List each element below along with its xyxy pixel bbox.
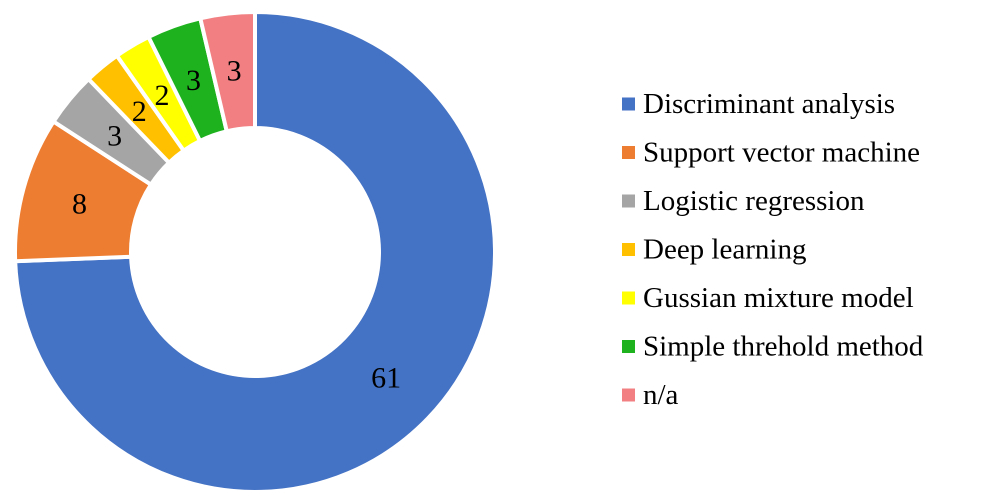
donut-slices — [13, 9, 497, 491]
data-label-support-vector-machine: 8 — [72, 187, 87, 220]
legend-swatch-n-a — [622, 388, 635, 402]
data-label-deep-learning: 2 — [132, 95, 147, 128]
slice-n-a — [197, 9, 257, 134]
data-label-gussian-mixture-model: 2 — [154, 79, 169, 112]
legend-swatch-gussian-mixture-model — [622, 291, 635, 305]
slice-discriminant-analysis — [13, 9, 497, 491]
legend-swatch-simple-threhold-method — [622, 340, 635, 353]
data-label-logistic-regression: 3 — [107, 120, 122, 153]
legend-label-logistic-regression: Logistic regression — [643, 185, 865, 217]
legend-label-gussian-mixture-model: Gussian mixture model — [643, 282, 914, 314]
legend-label-discriminant-analysis: Discriminant analysis — [643, 88, 895, 120]
legend-label-deep-learning: Deep learning — [643, 234, 806, 266]
legend-swatch-discriminant-analysis — [622, 97, 635, 111]
legend: Discriminant analysis Support vector mach… — [622, 88, 924, 411]
legend-label-simple-threhold-method: Simple threhold method — [643, 331, 924, 363]
legend-label-n-a: n/a — [643, 379, 679, 411]
legend-label-support-vector-machine: Support vector machine — [643, 137, 920, 169]
legend-swatch-deep-learning — [622, 243, 635, 256]
legend-swatch-support-vector-machine — [622, 146, 635, 159]
data-label-simple-threhold-method: 3 — [186, 64, 201, 97]
legend-swatch-logistic-regression — [622, 194, 635, 208]
data-label-n-a: 3 — [227, 55, 242, 88]
data-label-discriminant-analysis: 61 — [371, 362, 401, 395]
